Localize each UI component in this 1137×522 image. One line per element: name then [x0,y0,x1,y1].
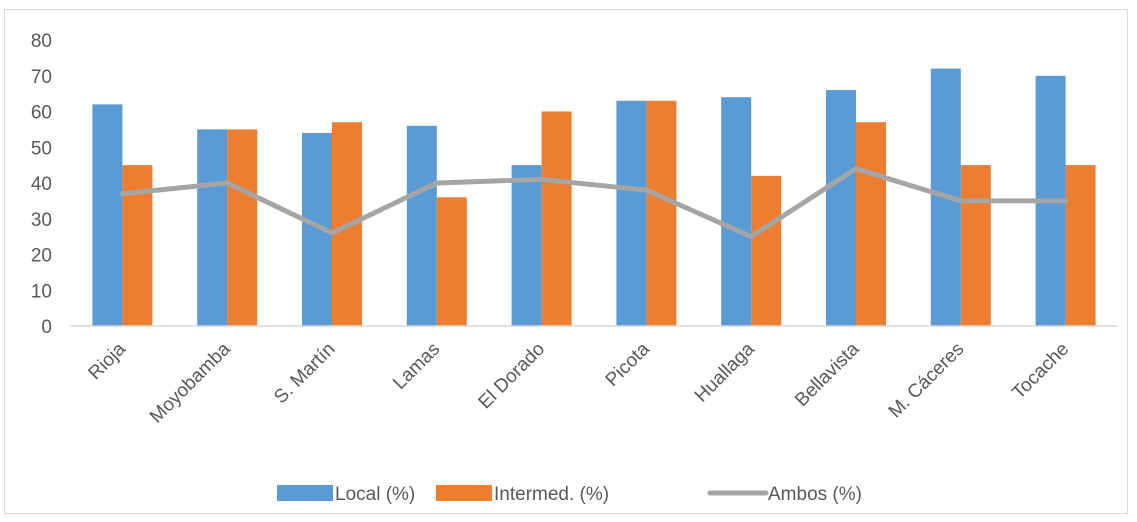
bar-local [406,125,437,326]
x-tick-label: Rioja [84,338,130,384]
bar-intermed [436,197,467,326]
bar-intermed [646,100,677,327]
x-tick-label: Picota [602,338,654,390]
bar-local [616,100,647,327]
y-tick-label: 30 [31,210,52,231]
bar-local [721,97,752,326]
y-tick-label: 80 [31,31,52,52]
line-series-group [119,166,1069,240]
bar-local [197,129,228,326]
legend-label: Ambos (%) [768,484,862,505]
bar-intermed [960,165,991,326]
x-tick-label: M. Cáceres [885,339,969,423]
bar-intermed [227,129,258,326]
y-tick-label: 10 [31,281,52,302]
bar-intermed [541,111,572,326]
bars-group [92,68,1096,327]
legend-swatch-local [277,485,333,501]
y-tick-label: 0 [41,317,52,338]
legend-label: Intermed. (%) [494,484,609,505]
x-tick-label: Bellavista [791,338,864,411]
x-tick-label: Huallaga [691,338,759,406]
legend-label: Local (%) [335,484,415,505]
y-tick-label: 70 [31,67,52,88]
y-axis-ticks: 0 10 20 30 40 50 60 70 80 [31,31,52,338]
bar-intermed [856,122,886,326]
x-tick-label: Lamas [389,339,444,394]
y-tick-label: 20 [31,246,52,267]
legend-swatch-intermed [436,485,492,501]
bar-intermed [1065,165,1096,326]
bar-intermed [751,175,782,326]
legend: Local (%) Intermed. (%) Ambos (%) [277,484,862,505]
series-line-ambos [119,166,1069,240]
y-tick-label: 40 [31,174,52,195]
x-tick-label: S. Martín [270,339,339,408]
x-tick-label: El Dorado [475,339,550,414]
x-tick-label: Moyobamba [146,338,235,427]
x-tick-label: Tocache [1008,339,1073,404]
y-tick-label: 50 [31,138,52,159]
x-axis-ticks: Rioja Moyobamba S. Martín Lamas El Dorado Pic… [84,338,1073,427]
y-tick-label: 60 [31,103,52,124]
bar-local [511,165,542,326]
bar-local [826,90,856,326]
bar-local [92,104,123,326]
